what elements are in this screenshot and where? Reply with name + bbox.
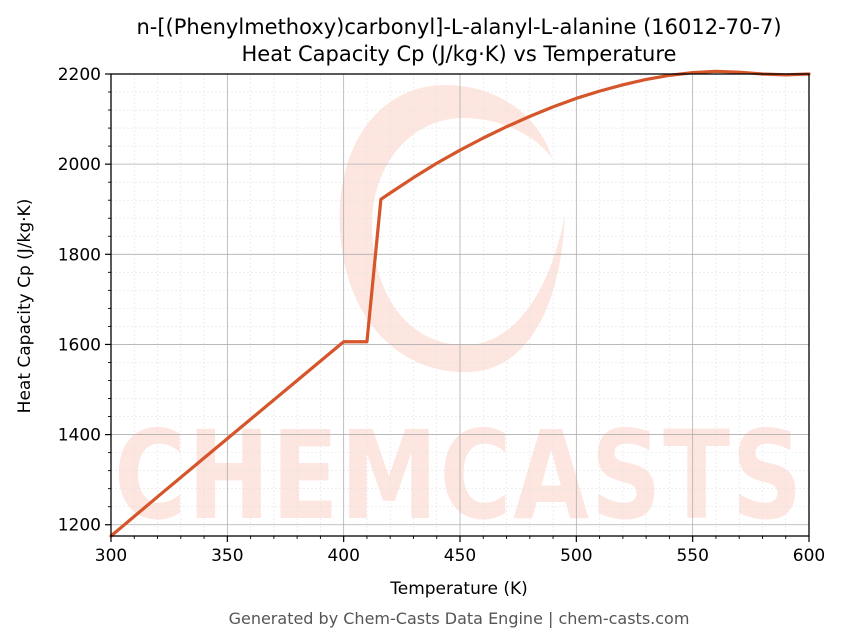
x-tick-label: 550 — [676, 546, 708, 566]
footer-credit: Generated by Chem-Casts Data Engine | ch… — [229, 609, 690, 628]
y-axis-label: Heat Capacity Cp (J/kg·K) — [15, 199, 35, 414]
x-axis-label: Temperature (K) — [389, 579, 528, 599]
x-axis-ticks: 300 350 400 450 500 550 600 — [95, 536, 825, 566]
y-tick-label: 1200 — [58, 516, 101, 536]
x-tick-label: 300 — [95, 546, 127, 566]
chart-title: n-[(Phenylmethoxy)carbonyl]-L-alanyl-L-a… — [136, 15, 781, 39]
watermark-text: CHEMCASTS — [114, 405, 804, 547]
x-tick-label: 600 — [793, 546, 825, 566]
watermark: CHEMCASTS — [114, 85, 804, 547]
x-tick-label: 350 — [211, 546, 243, 566]
series-line-0 — [109, 69, 811, 538]
y-tick-label: 2200 — [58, 65, 101, 85]
x-tick-label: 500 — [560, 546, 592, 566]
y-tick-label: 1400 — [58, 426, 101, 446]
y-tick-label: 2000 — [58, 155, 101, 175]
y-tick-label: 1800 — [58, 245, 101, 265]
series-layer — [109, 69, 811, 538]
x-tick-label: 400 — [327, 546, 359, 566]
chart-subtitle: Heat Capacity Cp (J/kg·K) vs Temperature — [242, 42, 677, 66]
y-tick-label: 1600 — [58, 335, 101, 355]
x-tick-label: 450 — [444, 546, 476, 566]
y-axis-ticks: 1200 1400 1600 1800 2000 2200 — [58, 65, 111, 536]
